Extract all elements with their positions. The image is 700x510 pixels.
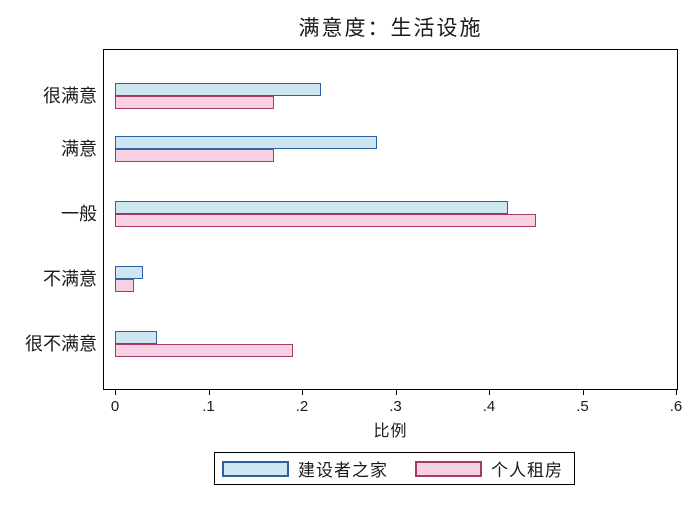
bar bbox=[115, 343, 293, 357]
bar bbox=[115, 278, 134, 292]
x-axis-tick bbox=[489, 390, 490, 395]
x-axis-tick-label: .3 bbox=[389, 398, 402, 415]
y-axis-label: 一般 bbox=[61, 204, 97, 225]
x-axis-tick-label: 0 bbox=[110, 398, 120, 415]
chart-title: 满意度：生活设施 bbox=[298, 17, 483, 40]
y-axis-label: 不满意 bbox=[43, 268, 97, 289]
x-axis-title: 比例 bbox=[373, 423, 408, 440]
x-axis-tick bbox=[582, 390, 584, 395]
y-axis-label: 满意 bbox=[61, 138, 97, 159]
legend-label: 个人租房 bbox=[491, 461, 563, 480]
y-axis-label: 很不满意 bbox=[25, 333, 97, 354]
bar bbox=[115, 96, 274, 110]
x-axis-tick bbox=[115, 390, 116, 395]
y-axis-label: 很满意 bbox=[43, 86, 97, 107]
bar bbox=[115, 330, 158, 344]
x-axis-tick-label: .2 bbox=[295, 398, 309, 415]
x-axis-tick bbox=[676, 390, 677, 395]
x-axis-tick-label: .6 bbox=[669, 398, 683, 415]
bar bbox=[115, 83, 321, 97]
legend-swatch bbox=[415, 460, 482, 477]
bar bbox=[115, 201, 508, 215]
legend-swatch bbox=[222, 460, 289, 477]
legend-label: 建设者之家 bbox=[298, 461, 388, 480]
x-axis-tick bbox=[395, 390, 397, 395]
x-axis-tick-label: .5 bbox=[576, 398, 589, 415]
legend-entry: 建设者之家 bbox=[222, 456, 388, 481]
x-axis-tick bbox=[302, 390, 303, 395]
bar bbox=[115, 148, 274, 162]
x-axis-tick-label: .1 bbox=[202, 398, 215, 415]
legend: 建设者之家 个人租房 bbox=[214, 452, 575, 485]
x-axis-tick-label: .4 bbox=[482, 398, 496, 415]
legend-entry: 个人租房 bbox=[415, 456, 563, 481]
bar bbox=[115, 214, 536, 228]
x-axis-tick bbox=[208, 390, 210, 395]
bar bbox=[115, 135, 377, 149]
bar bbox=[115, 265, 144, 279]
